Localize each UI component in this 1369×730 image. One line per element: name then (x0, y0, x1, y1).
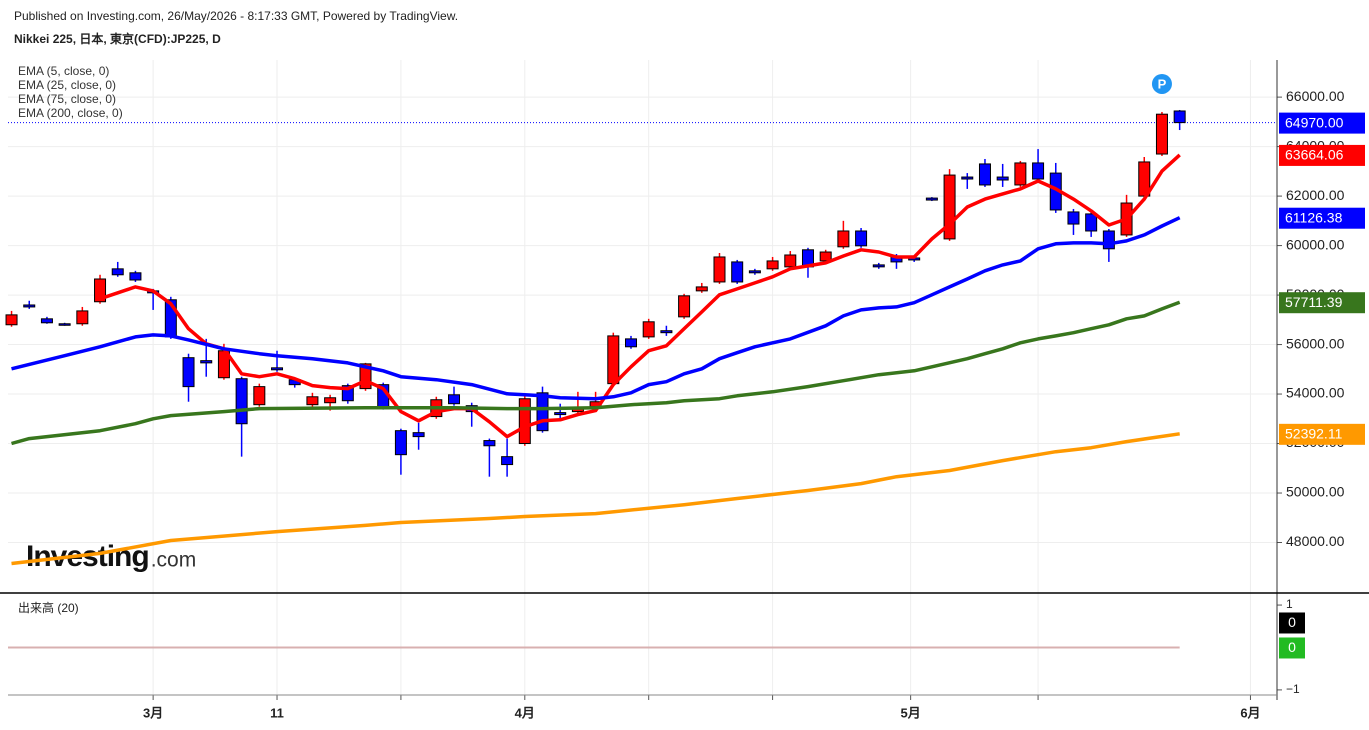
x-tick-label: 6月 (1240, 705, 1260, 720)
y-tick-label: 56000.00 (1286, 335, 1345, 351)
x-tick-label: 3月 (143, 705, 163, 720)
candle-body (235, 378, 248, 425)
candle-body (111, 268, 124, 276)
candle-body (394, 430, 407, 456)
candle-body (129, 272, 142, 281)
candle-body (837, 230, 850, 248)
candle-body (731, 261, 744, 283)
candle-body (1173, 110, 1186, 124)
candle-body (324, 397, 337, 404)
candle-body (58, 323, 71, 326)
marker-label: P (1158, 76, 1167, 91)
candle-body (624, 338, 637, 348)
price-box (1279, 292, 1365, 314)
candle-body (253, 386, 266, 406)
candle-body (695, 286, 708, 292)
price-box (1279, 112, 1365, 134)
candle-body (23, 304, 36, 308)
y-tick-label: 54000.00 (1286, 385, 1345, 401)
price-label: 63664.06 (1285, 147, 1344, 163)
candle-body (448, 394, 461, 405)
legend-entry: EMA (75, close, 0) (18, 92, 116, 106)
candle-body (200, 360, 213, 364)
y-tick-label: 66000.00 (1286, 88, 1345, 104)
candle-body (306, 396, 319, 406)
price-label: 52392.11 (1285, 426, 1343, 442)
x-tick-label: 11 (270, 705, 284, 720)
candle-body (76, 310, 89, 325)
price-box (1279, 637, 1305, 659)
candle-body (271, 367, 284, 371)
candle-body (359, 363, 372, 390)
candle-body (40, 318, 53, 324)
candle-body (642, 321, 655, 338)
price-label: 0 (1288, 614, 1296, 630)
y-tick-label: 62000.00 (1286, 187, 1345, 203)
ema-line (99, 153, 1181, 439)
candle-body (182, 357, 195, 388)
candle-body (996, 176, 1009, 181)
ema-line (11, 216, 1181, 401)
candle-body (501, 456, 514, 466)
candle-body (1085, 213, 1098, 232)
candle-body (713, 256, 726, 283)
price-box (1279, 612, 1305, 634)
legend-entry: EMA (25, close, 0) (18, 78, 116, 92)
candle-body (1067, 211, 1080, 225)
candle-body (607, 335, 620, 385)
price-label: 57711.39 (1285, 294, 1343, 310)
pane-title: 出来高 (20) (18, 600, 79, 615)
y-tick-label: 48000.00 (1286, 533, 1345, 549)
candle-body (943, 174, 956, 240)
candle-body (855, 230, 868, 247)
legend-entry: EMA (5, close, 0) (18, 64, 109, 78)
price-label: 64970.00 (1285, 114, 1344, 130)
ema-line (11, 300, 1181, 446)
candle-body (660, 330, 673, 334)
candle-body (925, 197, 938, 201)
candle-body (554, 412, 567, 416)
logo-suffix: .com (151, 549, 197, 572)
price-box (1279, 207, 1365, 229)
x-tick-label: 4月 (515, 705, 535, 720)
candle-body (784, 254, 797, 268)
candle-body (412, 432, 425, 438)
x-tick-label: 5月 (901, 705, 921, 720)
candle-body (94, 278, 107, 303)
y-tick-label: −1 (1286, 682, 1300, 696)
price-label: 61126.38 (1285, 209, 1343, 225)
candle-body (536, 392, 549, 432)
candle-body (819, 251, 832, 262)
candle-body (5, 314, 18, 326)
candle-body (1014, 162, 1027, 186)
price-box (1279, 423, 1365, 445)
candle-body (341, 385, 354, 402)
marker (1151, 73, 1172, 94)
y-tick-label: 1 (1286, 597, 1293, 611)
candle-body (872, 264, 885, 268)
candle-body (1155, 113, 1168, 155)
candle-body (961, 176, 974, 180)
y-tick-label: 60000.00 (1286, 236, 1345, 252)
chart-subtitle: Published on Investing.com, 26/May/2026 … (14, 9, 458, 23)
chart-title: Nikkei 225, 日本, 東京(CFD):JP225, D (14, 31, 221, 46)
candle-body (518, 398, 531, 445)
y-tick-label: 50000.00 (1286, 484, 1345, 500)
candle-body (1032, 162, 1045, 180)
price-box (1279, 144, 1365, 166)
ema-line (11, 432, 1180, 566)
candle-body (978, 163, 991, 186)
candle-body (748, 270, 761, 274)
price-label: 0 (1288, 639, 1296, 655)
legend-entry: EMA (200, close, 0) (18, 106, 123, 120)
candle-body (1102, 230, 1115, 250)
candle-body (766, 260, 779, 270)
candle-body (678, 295, 691, 318)
candle-body (483, 440, 496, 447)
